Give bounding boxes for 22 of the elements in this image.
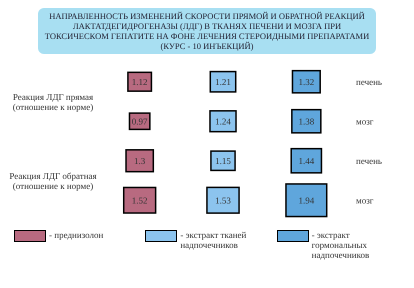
text: Реакция ЛДГ обратная (отношение к норме) bbox=[8, 170, 98, 193]
data-label: 1.44 bbox=[298, 156, 315, 166]
data-label: 1.24 bbox=[215, 116, 232, 126]
data-label: 1.21 bbox=[215, 76, 231, 87]
data-label: 1.3 bbox=[134, 156, 146, 166]
legend-label: - экстракт гормональных надпочечников bbox=[312, 230, 370, 260]
data-label: 0.97 bbox=[132, 116, 148, 126]
category-label: мозг bbox=[356, 116, 374, 126]
category-label: печень bbox=[356, 76, 382, 87]
data-label: 1.32 bbox=[298, 76, 314, 87]
legend-label: - преднизолон bbox=[49, 230, 104, 240]
data-label: 1.12 bbox=[132, 76, 148, 87]
category-label: мозг bbox=[356, 195, 374, 206]
data-label: 1.52 bbox=[132, 195, 148, 206]
data-label: 1.38 bbox=[298, 116, 315, 126]
data-label: 1.15 bbox=[215, 156, 232, 166]
data-label: 1.53 bbox=[215, 195, 232, 206]
data-label: 1.94 bbox=[298, 195, 315, 206]
text: Реакция ЛДГ прямая (отношение к норме) bbox=[12, 90, 94, 114]
legend-label: - экстракт тканей надпочечников bbox=[180, 230, 248, 250]
text: НАПРАВЛЕННОСТЬ ИЗМЕНЕНИЙ СКОРОСТИ ПРЯМОЙ И ОБРАТНОЙ РЕАКЦИЙ ЛАКТАТДЕГИДРОГЕНАЗЫ (ЛДГ) В ТКАНЯХ ПЕЧЕНИ И МОЗГА ПРИ ТОКСИЧЕСКОМ ГЕПАТИТЕ НА ФОНЕ ЛЕЧЕНИЯ СТЕРОИДНЫМИ ПРЕПАРАТАМИ (КУРС - 10 ИНЪЕКЦИЙ) bbox=[38, 8, 376, 54]
category-label: печень bbox=[356, 156, 382, 166]
